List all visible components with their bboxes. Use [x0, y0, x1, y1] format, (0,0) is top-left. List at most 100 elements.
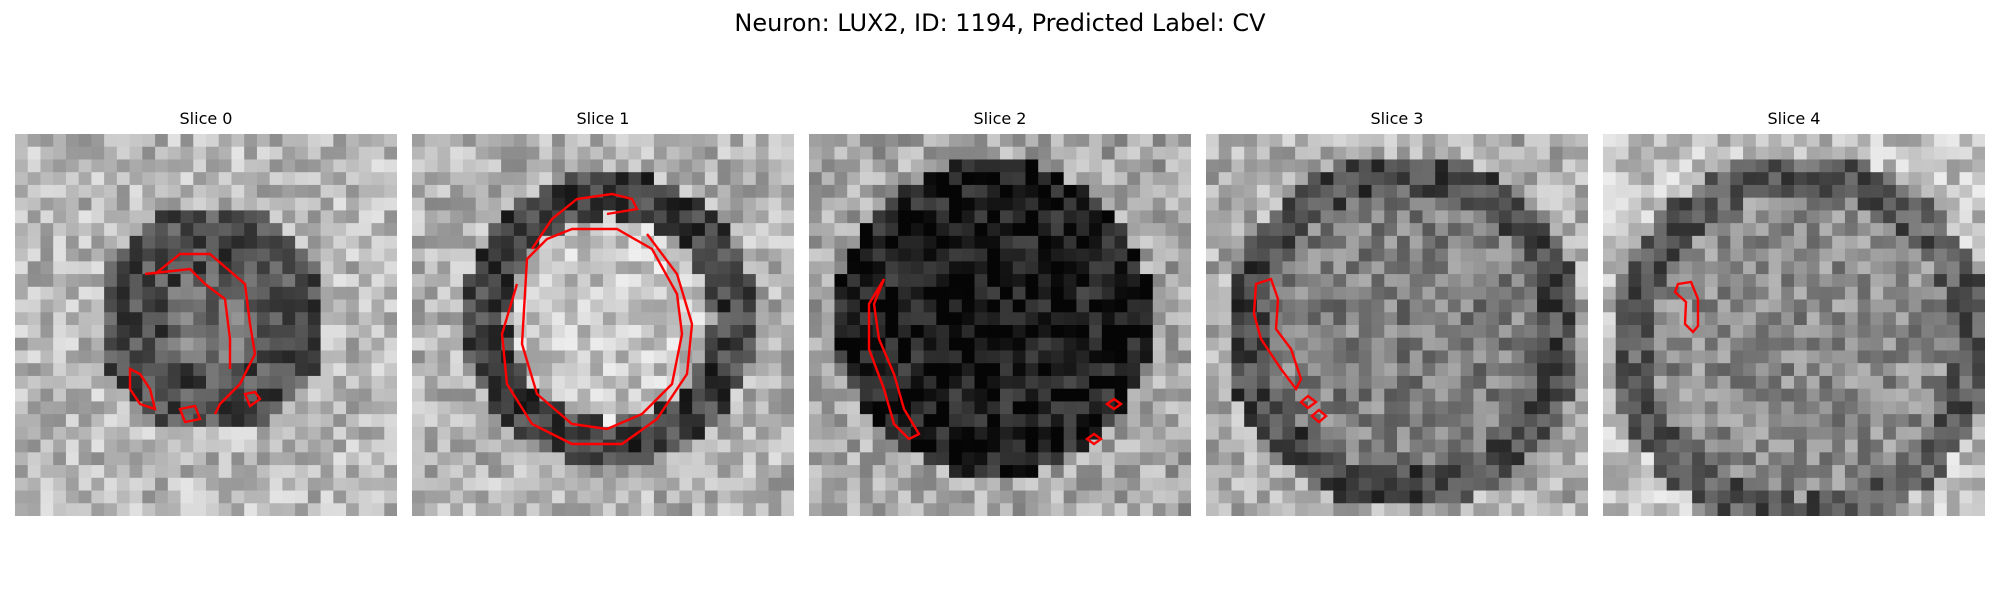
pixel-cell: [1653, 312, 1668, 326]
pixel-cell: [1511, 299, 1525, 313]
pixel-cell: [53, 337, 67, 352]
pixel-cell: [809, 223, 823, 237]
pixel-cell: [475, 325, 489, 339]
pixel-cell: [244, 274, 258, 288]
pixel-cell: [603, 363, 617, 377]
pixel-cell: [961, 146, 976, 161]
pixel-cell: [821, 414, 836, 428]
pixel-cell: [40, 363, 54, 377]
pixel-cell: [590, 159, 604, 173]
pixel-cell: [539, 184, 553, 199]
pixel-cell: [1946, 465, 1961, 479]
pixel-cell: [552, 210, 566, 224]
pixel-cell: [1295, 337, 1309, 352]
pixel-cell: [1063, 261, 1077, 275]
pixel-cell: [1511, 248, 1525, 262]
pixel-cell: [488, 477, 502, 492]
pixel-cell: [167, 312, 182, 326]
pixel-cell: [641, 261, 655, 275]
pixel-cell: [1038, 312, 1052, 326]
pixel-cell: [1575, 172, 1588, 186]
pixel-cell: [974, 401, 988, 415]
pixel-cell: [91, 401, 105, 415]
pixel-cell: [27, 261, 42, 275]
pixel-cell: [1679, 490, 1693, 504]
pixel-cell: [1844, 248, 1859, 262]
pixel-cell: [1114, 210, 1128, 224]
pixel-cell: [898, 477, 912, 492]
pixel-cell: [1256, 261, 1271, 275]
pixel-cell: [218, 375, 233, 390]
pixel-cell: [1781, 235, 1795, 250]
pixel-cell: [91, 426, 105, 441]
pixel-cell: [1244, 465, 1258, 479]
pixel-cell: [755, 184, 770, 199]
pixel-cell: [1832, 439, 1846, 453]
pixel-cell: [282, 426, 296, 441]
pixel-cell: [1473, 210, 1487, 224]
pixel-cell: [1025, 146, 1039, 161]
pixel-cell: [1050, 465, 1065, 479]
pixel-cell: [1231, 235, 1245, 250]
pixel-cell: [1730, 401, 1744, 415]
pixel-cell: [1256, 184, 1271, 199]
pixel-cell: [1679, 197, 1693, 211]
pixel-cell: [1628, 248, 1642, 262]
pixel-cell: [1921, 146, 1935, 161]
pixel-cell: [167, 337, 182, 352]
pixel-cell: [1615, 286, 1630, 301]
pixel-cell: [1794, 490, 1808, 504]
pixel-cell: [1358, 490, 1373, 504]
pixel-cell: [1857, 134, 1871, 148]
pixel-cell: [1371, 439, 1385, 453]
pixel-cell: [1152, 223, 1167, 237]
pixel-cell: [730, 172, 744, 186]
pixel-cell: [1794, 363, 1808, 377]
pixel-cell: [1946, 223, 1961, 237]
pixel-cell: [1524, 134, 1538, 148]
pixel-cell: [590, 375, 604, 390]
pixel-cell: [885, 286, 899, 301]
pixel-cell: [1653, 477, 1668, 492]
pixel-cell: [1498, 503, 1513, 516]
pixel-cell: [1384, 312, 1398, 326]
pixel-cell: [847, 172, 861, 186]
pixel-cell: [949, 439, 963, 453]
pixel-cell: [615, 248, 630, 262]
pixel-cell: [577, 312, 591, 326]
pixel-cell: [1844, 452, 1859, 466]
pixel-cell: [1704, 363, 1719, 377]
pixel-cell: [1422, 223, 1436, 237]
pixel-cell: [1768, 477, 1782, 492]
pixel-cell: [116, 159, 131, 173]
pixel-cell: [1666, 490, 1680, 504]
pixel-cell: [692, 223, 706, 237]
pixel-cell: [949, 401, 963, 415]
pixel-cell: [193, 477, 207, 492]
pixel-cell: [1603, 439, 1617, 453]
pixel-cell: [1832, 426, 1846, 441]
pixel-cell: [1641, 452, 1655, 466]
pixel-cell: [320, 325, 334, 339]
pixel-cell: [1895, 235, 1910, 250]
pixel-cell: [475, 172, 489, 186]
pixel-cell: [615, 337, 630, 352]
pixel-cell: [1333, 274, 1347, 288]
pixel-cell: [898, 337, 912, 352]
pixel-cell: [1165, 350, 1179, 364]
pixel-cell: [1050, 414, 1065, 428]
pixel-cell: [1615, 414, 1630, 428]
pixel-cell: [1409, 223, 1424, 237]
pixel-cell: [781, 414, 794, 428]
pixel-cell: [1256, 503, 1271, 516]
pixel-cell: [923, 286, 937, 301]
pixel-cell: [1641, 286, 1655, 301]
pixel-cell: [755, 439, 770, 453]
pixel-cell: [1178, 490, 1191, 504]
pixel-cell: [539, 350, 553, 364]
pixel-cell: [218, 248, 233, 262]
pixel-cell: [1641, 401, 1655, 415]
pixel-cell: [692, 286, 706, 301]
pixel-cell: [1101, 439, 1116, 453]
pixel-cell: [1768, 375, 1782, 390]
